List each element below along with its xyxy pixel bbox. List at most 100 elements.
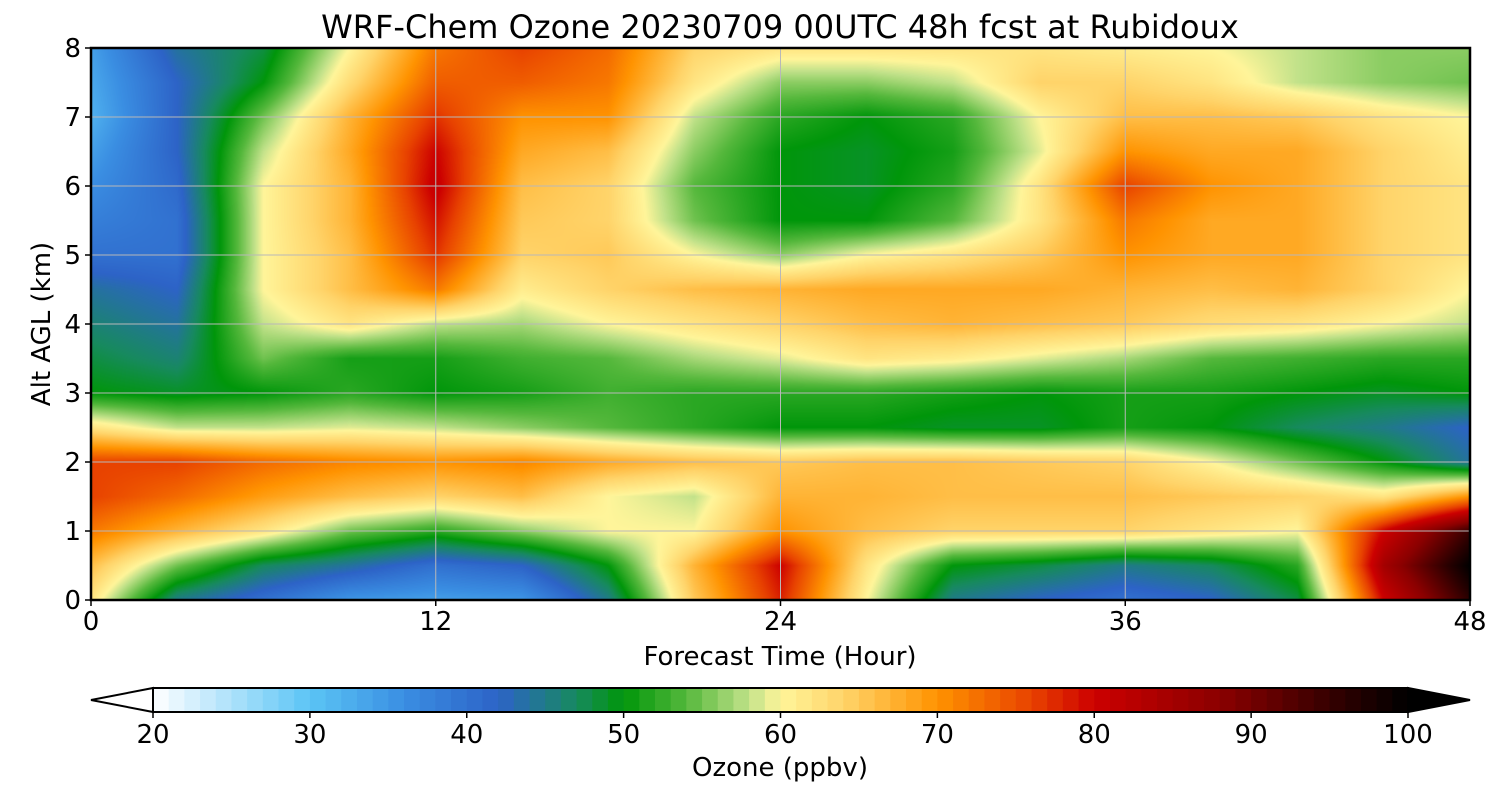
y-tick-label: 4	[64, 310, 81, 340]
colorbar-bin	[309, 688, 327, 712]
chart-title: WRF-Chem Ozone 20230709 00UTC 48h fcst a…	[321, 8, 1239, 46]
colorbar-bin	[1157, 688, 1174, 712]
colorbar-bin	[1172, 688, 1189, 712]
colorbar-bin	[1282, 688, 1299, 712]
colorbar-bin	[545, 688, 562, 712]
colorbar-bin	[1094, 688, 1111, 712]
colorbar-bin	[764, 688, 782, 712]
colorbar-bin	[1313, 688, 1331, 712]
colorbar-bin	[937, 688, 954, 712]
colorbar-bin	[1204, 688, 1221, 712]
colorbar-bin	[1219, 688, 1237, 712]
colorbar-bin	[466, 688, 484, 712]
colorbar-bin	[215, 688, 233, 712]
y-tick-label: 7	[64, 103, 81, 133]
colorbar-bin	[796, 688, 813, 712]
colorbar-bin	[168, 688, 185, 712]
colorbar-bin	[968, 688, 986, 712]
colorbar-bin	[717, 688, 735, 712]
colorbar-bin	[906, 688, 923, 712]
colorbar-bin	[1235, 688, 1252, 712]
x-tick-label: 12	[419, 607, 452, 637]
colorbar-bin	[1078, 688, 1095, 712]
y-axis-label: Alt AGL (km)	[27, 242, 57, 406]
colorbar-bin	[733, 688, 750, 712]
x-tick-label: 48	[1453, 607, 1486, 637]
colorbar-bin	[404, 688, 421, 712]
colorbar-bin	[1031, 688, 1048, 712]
y-tick-label: 1	[64, 517, 81, 547]
colorbar-tick-label: 40	[450, 720, 483, 750]
colorbar-bin	[513, 688, 531, 712]
colorbar-bin	[1000, 688, 1017, 712]
colorbar-bin	[1345, 688, 1362, 712]
colorbar-extend-low	[90, 686, 154, 714]
colorbar-bin	[341, 688, 358, 712]
colorbar-bin	[639, 688, 656, 712]
colorbar-bin	[356, 688, 374, 712]
y-tick-label: 3	[64, 379, 81, 409]
colorbar-bin	[278, 688, 295, 712]
colorbar-bin	[451, 688, 468, 712]
colorbar-label: Ozone (ppbv)	[692, 753, 868, 783]
colorbar-bin	[890, 688, 907, 712]
x-tick-label: 24	[764, 607, 797, 637]
colorbar-bin	[184, 688, 201, 712]
colorbar-bin	[262, 688, 280, 712]
colorbar-bin	[482, 688, 499, 712]
colorbar-bin	[388, 688, 405, 712]
colorbar-bin	[858, 688, 876, 712]
colorbar: 20 30 40 50 60 70 80 90 100	[90, 686, 1471, 750]
y-tick-label: 2	[64, 448, 81, 478]
x-axis-label: Forecast Time (Hour)	[643, 642, 916, 672]
colorbar-tick-label: 50	[607, 720, 640, 750]
colorbar-bin	[247, 688, 264, 712]
colorbar-bin	[749, 688, 766, 712]
x-tick-label: 36	[1109, 607, 1142, 637]
colorbar-bin	[1392, 688, 1409, 712]
colorbar-bin	[294, 688, 311, 712]
colorbar-bin	[498, 688, 515, 712]
x-tick-label: 0	[83, 607, 100, 637]
colorbar-bin	[984, 688, 1001, 712]
colorbar-bin	[372, 688, 389, 712]
colorbar-extend-high	[1407, 686, 1471, 714]
colorbar-tick-label: 70	[921, 720, 954, 750]
colorbar-bin	[827, 688, 844, 712]
colorbar-bin	[419, 688, 436, 712]
y-tick-label: 8	[64, 34, 81, 64]
colorbar-bin	[623, 688, 640, 712]
colorbar-bin	[1015, 688, 1033, 712]
colorbar-bin	[874, 688, 891, 712]
colorbar-tick-label: 60	[764, 720, 797, 750]
colorbar-tick-label: 90	[1235, 720, 1268, 750]
colorbar-bin	[1266, 688, 1284, 712]
colorbar-bin	[1376, 688, 1393, 712]
colorbar-bin	[200, 688, 217, 712]
plot-grid	[91, 48, 1470, 600]
colorbar-bin	[1251, 688, 1268, 712]
colorbar-bin	[1047, 688, 1064, 712]
colorbar-bin	[529, 688, 546, 712]
colorbar-tick-label: 80	[1078, 720, 1111, 750]
colorbar-bin	[1062, 688, 1080, 712]
colorbar-bin	[780, 688, 797, 712]
colorbar-bin	[702, 688, 719, 712]
colorbar-bin	[153, 688, 170, 712]
colorbar-bin	[1125, 688, 1142, 712]
x-axis-ticks: 0 12 24 36 48	[83, 600, 1487, 637]
colorbar-bin	[1298, 688, 1315, 712]
colorbar-bin	[1329, 688, 1346, 712]
colorbar-bin	[921, 688, 938, 712]
colorbar-bin	[1360, 688, 1378, 712]
colorbar-bin	[592, 688, 609, 712]
y-axis-ticks: 0 1 2 3 4 5 6 7 8	[64, 34, 91, 616]
colorbar-bin	[686, 688, 703, 712]
colorbar-bin	[231, 688, 248, 712]
colorbar-bin	[1109, 688, 1127, 712]
colorbar-bin	[1188, 688, 1205, 712]
colorbar-bin	[325, 688, 342, 712]
colorbar-bin	[953, 688, 970, 712]
colorbar-bin	[1141, 688, 1158, 712]
